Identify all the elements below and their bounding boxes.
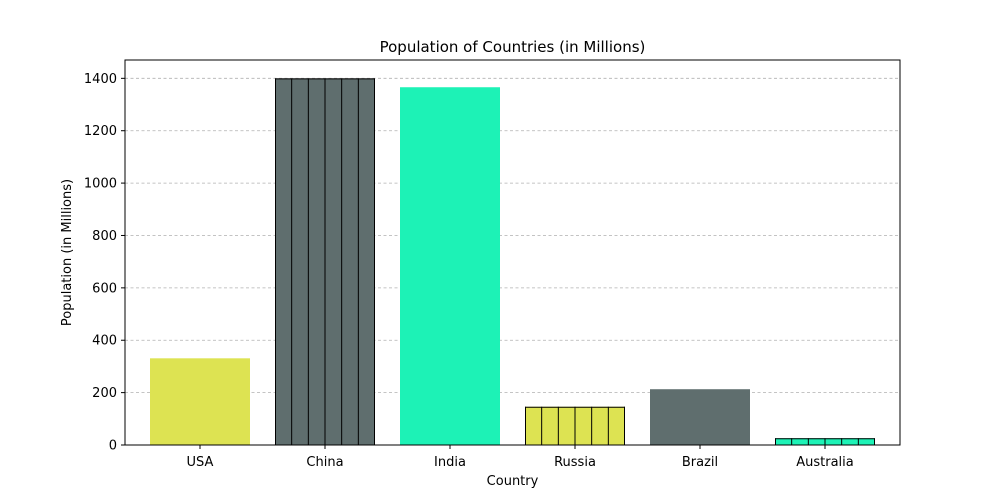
y-axis-label: Population (in Millions) bbox=[60, 179, 75, 326]
y-tick-label: 1400 bbox=[84, 72, 117, 87]
gridlines bbox=[125, 77, 900, 394]
bar-usa bbox=[150, 358, 250, 445]
y-tick-label: 200 bbox=[92, 386, 117, 401]
bar bbox=[650, 389, 750, 445]
y-axis-ticks: 0 200 400 600 800 1000 1200 1400 bbox=[84, 72, 125, 454]
bar bbox=[400, 87, 500, 445]
bar bbox=[150, 358, 250, 445]
y-tick-label: 800 bbox=[92, 229, 117, 244]
chart-title: Population of Countries (in Millions) bbox=[380, 38, 646, 56]
bar-india bbox=[400, 87, 500, 445]
y-tick-label: 0 bbox=[109, 439, 117, 454]
x-tick-label: Australia bbox=[796, 455, 854, 470]
x-axis-ticks: USA China India Russia Brazil Australia bbox=[187, 445, 854, 470]
bars bbox=[150, 78, 875, 445]
plot-frame bbox=[124, 59, 901, 446]
bar-brazil bbox=[650, 389, 750, 445]
x-tick-label: Brazil bbox=[682, 455, 718, 470]
x-tick-label: China bbox=[306, 455, 343, 470]
y-tick-label: 600 bbox=[92, 281, 117, 296]
x-tick-label: USA bbox=[187, 455, 214, 470]
y-tick-label: 400 bbox=[92, 334, 117, 349]
x-axis-label: Country bbox=[487, 474, 539, 489]
y-tick-label: 1000 bbox=[84, 177, 117, 192]
x-tick-label: India bbox=[434, 455, 466, 470]
bar-china bbox=[275, 78, 375, 445]
bar-russia bbox=[525, 406, 625, 445]
y-tick-label: 1200 bbox=[84, 124, 117, 139]
bar-australia bbox=[775, 438, 875, 445]
x-tick-label: Russia bbox=[554, 455, 596, 470]
